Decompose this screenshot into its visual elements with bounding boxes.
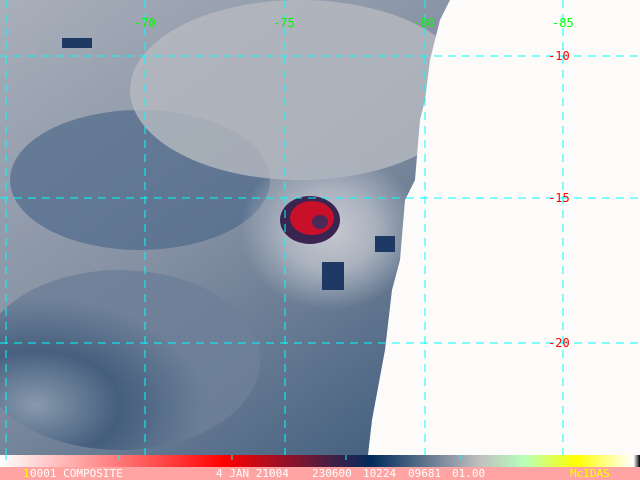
cloud-band [0,270,260,450]
lon-label: -70 [134,16,156,30]
info-bar: 1 0001 COMPOSITE 4 JAN 21004 230600 1022… [0,467,640,480]
convective-cell [62,38,92,48]
color-bar [0,455,640,467]
storm-core [290,201,334,235]
lat-label: -20 [548,336,570,350]
time: 230600 [312,467,352,480]
storm-eye [312,215,328,229]
lon-label: -75 [273,16,295,30]
color-bar-ticks [5,455,461,460]
lat-label: -15 [548,191,570,205]
cloud-band [130,0,470,180]
lat-lon-grid [0,0,640,455]
date: 4 JAN 21004 [216,467,289,480]
convective-cell [322,262,344,290]
field-1: 10224 [363,467,397,480]
satellite-imagery: -70 -75 -80 -85 -10 -15 -20 [0,0,640,467]
mcidas-brand: McIDAS [570,467,610,480]
convective-cell [375,236,395,252]
field-2: 09681 [408,467,442,480]
frame-label: 0001 COMPOSITE [30,467,123,480]
lat-label: -10 [548,49,570,63]
no-data-region [368,0,640,455]
field-3: 01.00 [452,467,486,480]
lon-label: -80 [413,16,435,30]
frame-prefix: 1 [23,467,30,480]
lon-label: -85 [552,16,574,30]
